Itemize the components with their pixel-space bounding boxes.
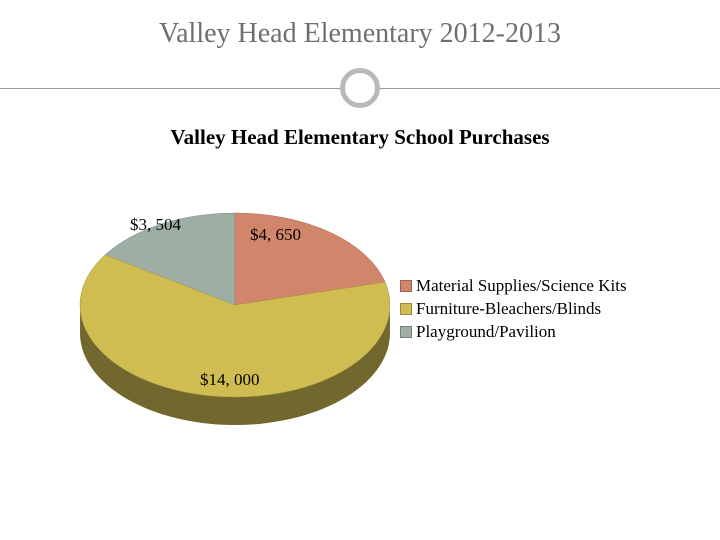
slice-label-material: $4, 650 (250, 225, 301, 245)
slide-title: Valley Head Elementary 2012-2013 (0, 18, 720, 50)
legend-swatch-material (400, 280, 412, 292)
pie-svg (70, 175, 390, 475)
slice-label-playground: $3, 504 (130, 215, 181, 235)
legend-item-furniture: Furniture-Bleachers/Blinds (400, 298, 627, 321)
legend-swatch-playground (400, 326, 412, 338)
legend-item-playground: Playground/Pavilion (400, 321, 627, 344)
legend-label-material: Material Supplies/Science Kits (416, 275, 627, 298)
chart-title: Valley Head Elementary School Purchases (0, 125, 720, 150)
title-divider (0, 68, 720, 108)
legend-label-playground: Playground/Pavilion (416, 321, 556, 344)
divider-ring (340, 68, 380, 108)
slide-header: Valley Head Elementary 2012-2013 (0, 0, 720, 108)
legend: Material Supplies/Science Kits Furniture… (400, 275, 627, 344)
slice-label-furniture: $14, 000 (200, 370, 260, 390)
pie-chart: $3, 504 $4, 650 $14, 000 (70, 175, 390, 475)
legend-label-furniture: Furniture-Bleachers/Blinds (416, 298, 601, 321)
legend-swatch-furniture (400, 303, 412, 315)
legend-item-material: Material Supplies/Science Kits (400, 275, 627, 298)
